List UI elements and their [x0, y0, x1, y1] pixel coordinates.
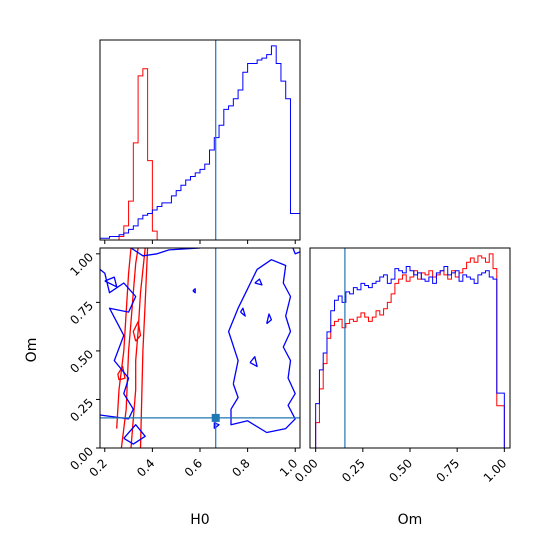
H0-Om-contour-truth-marker [211, 413, 220, 422]
H0-Om-contour-blue-contour [213, 422, 220, 430]
om-marginal-panel: 0.00 0.25 0.50 0.75 1.00 [292, 247, 511, 485]
Om-marginal-xtick-label: 1.00 [481, 456, 510, 485]
H0-Om-contour-ytick-label: 1.00 [67, 250, 96, 279]
H0-Om-contour-blue-contour [266, 313, 273, 325]
H0-Om-contour-blue-contour [104, 276, 118, 288]
h0-marginal-panel [99, 39, 301, 244]
H0-Om-contour-blue-contour [130, 248, 201, 257]
Om-marginal-xtick-label: 0.75 [433, 456, 462, 485]
H0-Om-contour-ytick-label: 0.50 [67, 347, 96, 376]
om-axis-label-bottom: Om [398, 512, 423, 528]
H0-Om-contour-blue-contour [192, 288, 196, 294]
H0-Om-contour-blue-contour [123, 424, 146, 445]
H0-Om-contour-xtick-label: 0.6 [182, 456, 205, 479]
H0-Om-contour-red-contour [116, 248, 132, 429]
H0-Om-contour-blue-contour [100, 268, 137, 420]
Om-marginal-xtick-label: 0.50 [386, 456, 415, 485]
H0-Om-contour-blue-contour [292, 248, 300, 255]
H0-Om-contour-blue-contour [239, 307, 246, 317]
H0-Om-contour-red-contour [117, 365, 126, 381]
H0-Om-contour-blue-contour [249, 356, 258, 368]
H0-Om-contour-blue-contour [227, 259, 296, 434]
H0-marginal-frame [99, 39, 301, 241]
h0-axis-label: H0 [190, 512, 209, 528]
om-axis-label-left: Om [24, 338, 40, 363]
H0-Om-contour-ytick-label: 0.75 [67, 299, 96, 328]
H0-marginal-red-histogram [100, 68, 300, 240]
h0-om-contour-panel: 0.2 0.4 0.6 0.8 1.00.000.250.500.751.00 [67, 247, 301, 480]
Om-marginal-blue-histogram [315, 265, 505, 448]
Om-marginal-red-histogram [315, 253, 505, 448]
Om-marginal-xtick-label: 0.00 [292, 456, 321, 485]
H0-Om-contour-red-contour [130, 248, 146, 448]
H0-Om-contour-blue-contour [254, 278, 263, 286]
H0-marginal-blue-histogram [100, 45, 300, 240]
H0-Om-contour-red-contour [120, 248, 139, 448]
H0-Om-contour-red-contour [139, 248, 149, 448]
Om-marginal-xtick-label: 0.25 [339, 456, 368, 485]
H0-Om-contour-xtick-label: 0.4 [134, 456, 157, 479]
H0-Om-contour-xtick-label: 0.8 [229, 456, 252, 479]
H0-Om-contour-ytick-label: 0.25 [67, 396, 96, 425]
H0-Om-contour-red-contour [132, 321, 142, 342]
